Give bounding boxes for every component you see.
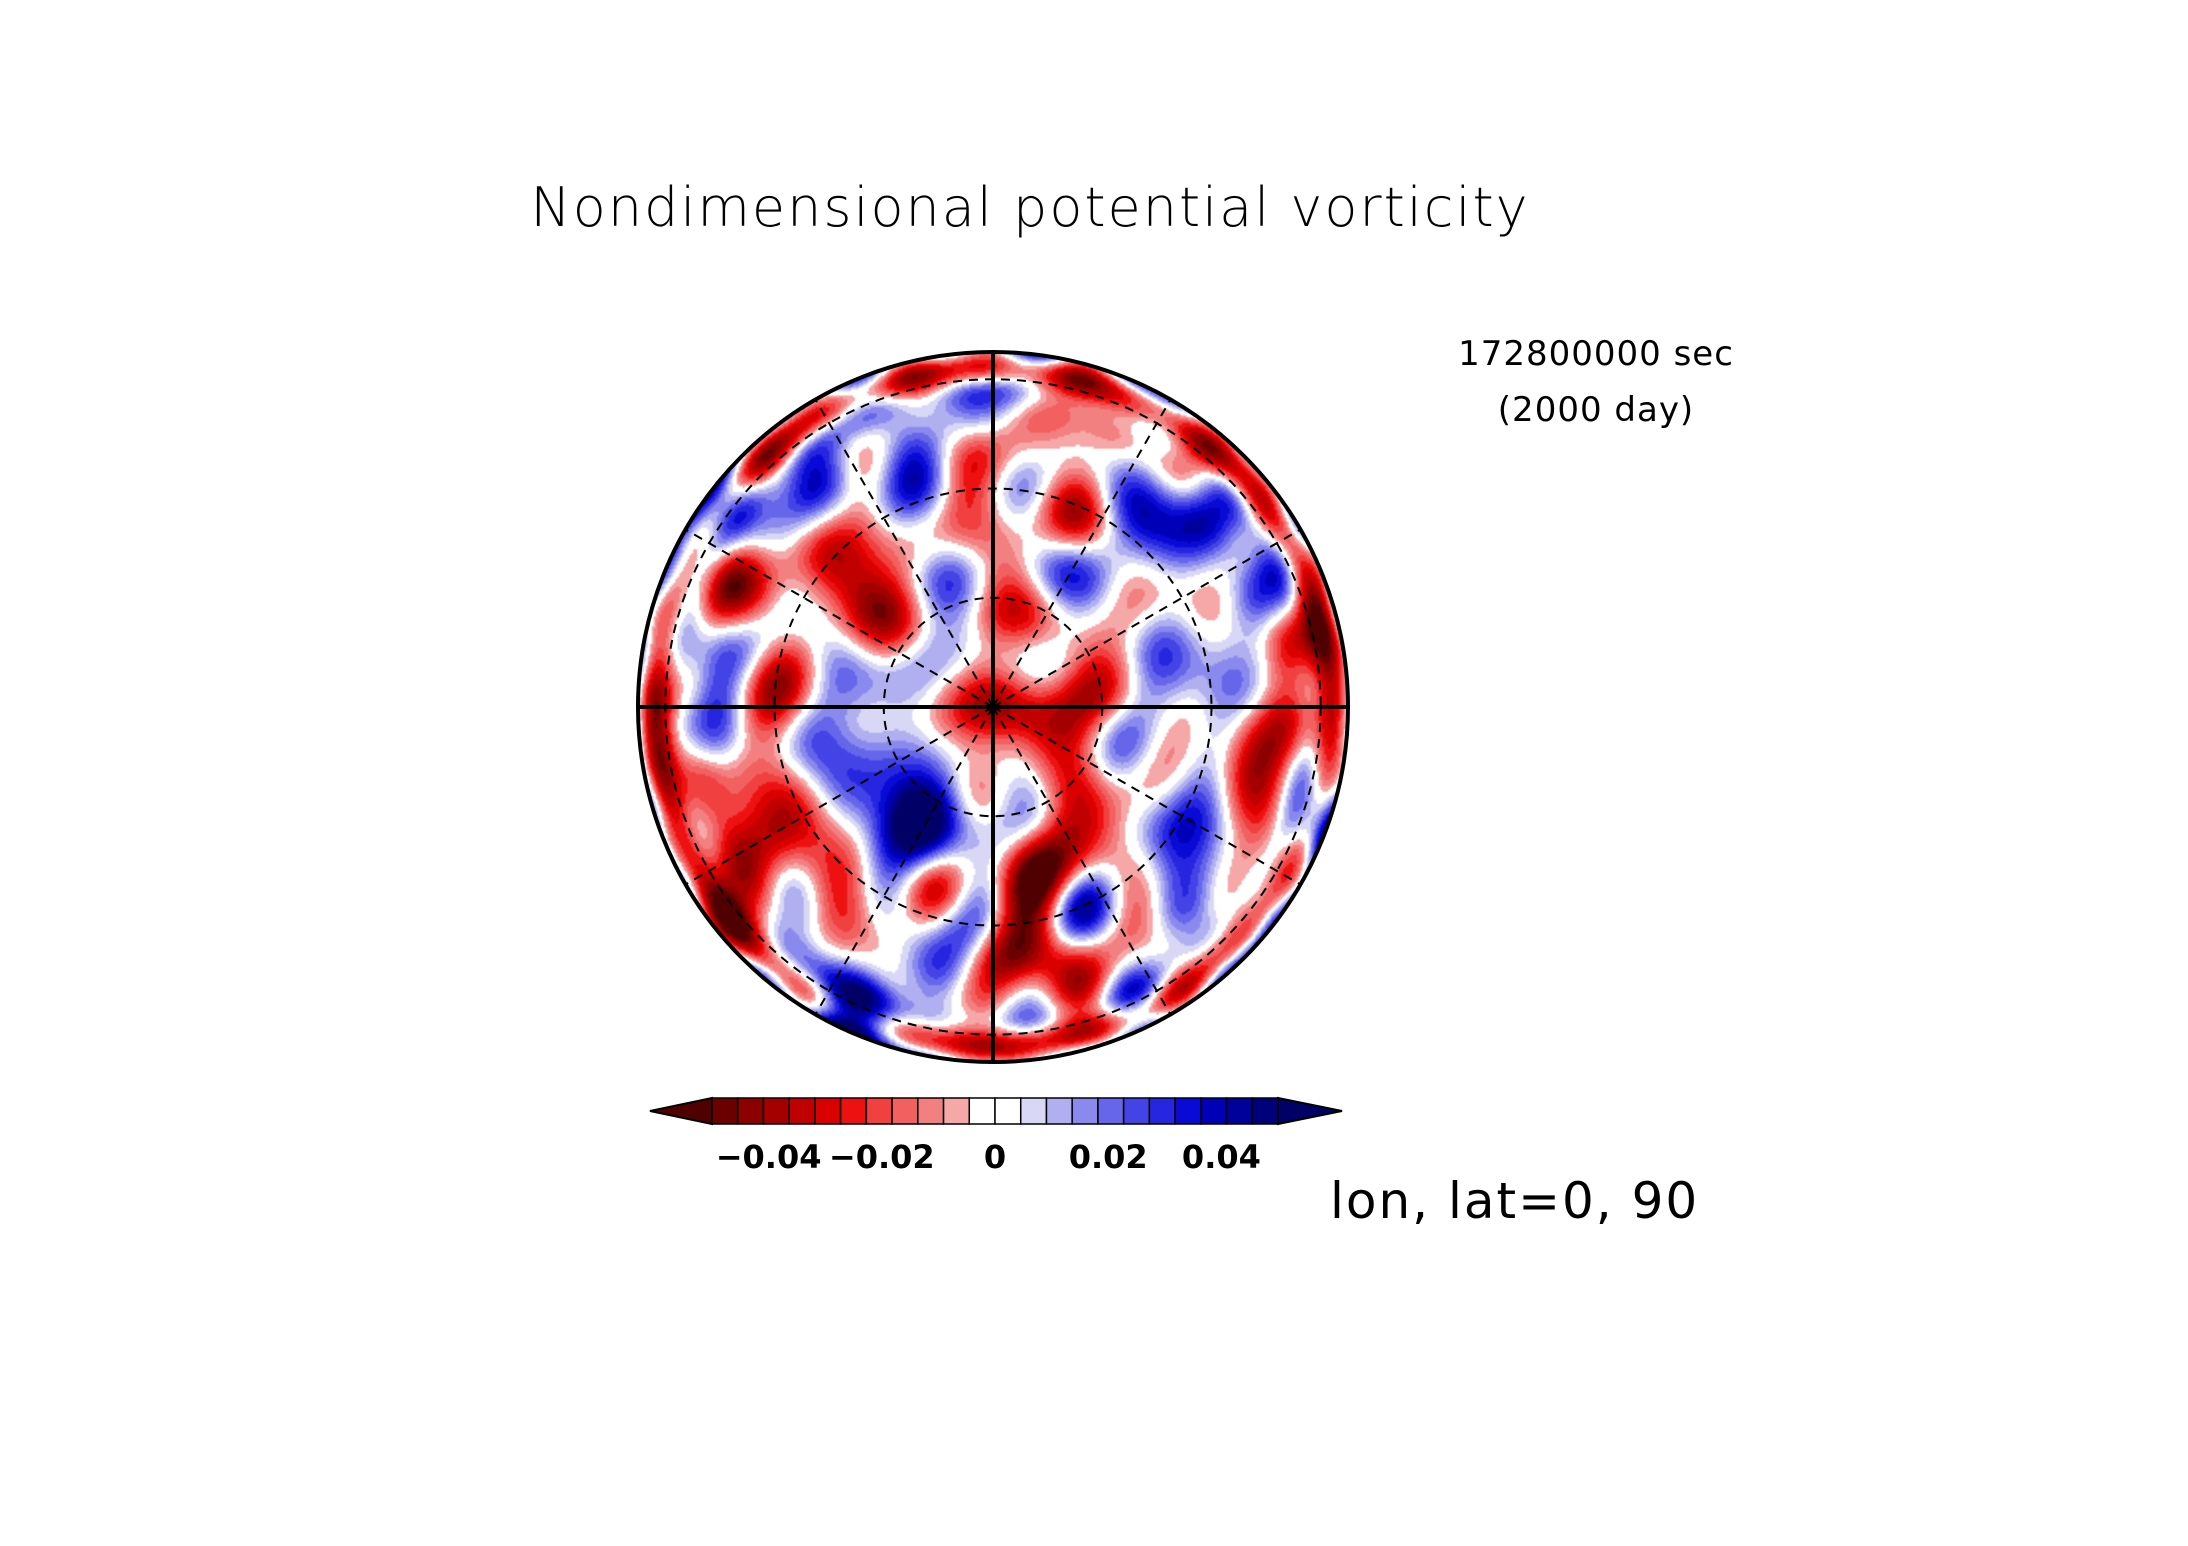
colorbar-swatch bbox=[711, 1097, 739, 1125]
colorbar-swatch bbox=[917, 1097, 945, 1125]
chart-title: Nondimensional potential vorticity bbox=[530, 176, 1529, 239]
meridian-dashed-330 bbox=[814, 399, 994, 708]
colorbar-under-triangle bbox=[649, 1096, 713, 1126]
colorbar-swatch bbox=[788, 1097, 816, 1125]
colorbar-swatch bbox=[1148, 1097, 1176, 1125]
colorbar-swatch bbox=[762, 1097, 790, 1125]
latitude-circle-1 bbox=[882, 596, 1104, 818]
time-label-days: (2000 day) bbox=[1498, 390, 1694, 430]
meridian-dashed-240 bbox=[685, 706, 994, 886]
projection-label: lon, lat=0, 90 bbox=[1330, 1172, 1699, 1230]
colorbar-swatch bbox=[994, 1097, 1022, 1125]
colorbar-over-triangle bbox=[1277, 1096, 1343, 1126]
meridian-dashed-60 bbox=[992, 528, 1301, 708]
colorbar-swatch bbox=[1019, 1097, 1048, 1125]
colorbar-swatch bbox=[736, 1097, 765, 1125]
colorbar-swatch bbox=[1174, 1097, 1202, 1125]
colorbar-swatch bbox=[865, 1097, 893, 1125]
colorbar-swatch bbox=[839, 1097, 868, 1125]
colorbar-swatch bbox=[1122, 1097, 1151, 1125]
colorbar-swatch bbox=[1045, 1097, 1073, 1125]
colorbar-tick-label: 0.04 bbox=[1182, 1138, 1261, 1176]
colorbar-tick-label: 0 bbox=[984, 1138, 1006, 1176]
colorbar-swatch bbox=[968, 1097, 996, 1125]
colorbar-swatch bbox=[814, 1097, 842, 1125]
colorbar-swatch bbox=[891, 1097, 919, 1125]
colorbar-swatch bbox=[1071, 1097, 1099, 1125]
time-label-seconds: 172800000 sec bbox=[1458, 334, 1734, 374]
colorbar-tick-label: 0.02 bbox=[1069, 1138, 1148, 1176]
latitude-circle-2 bbox=[773, 487, 1213, 927]
colorbar-swatch bbox=[1097, 1097, 1125, 1125]
meridian-dashed-120 bbox=[992, 706, 1301, 886]
colorbar-swatch bbox=[1251, 1097, 1279, 1125]
meridian-dashed-150 bbox=[992, 706, 1172, 1015]
colorbar-tick-label: −0.04 bbox=[716, 1138, 822, 1176]
polar-map bbox=[636, 350, 1350, 1064]
latitude-circle-3 bbox=[664, 378, 1322, 1036]
meridian-dashed-300 bbox=[685, 528, 994, 708]
meridian-dashed-30 bbox=[992, 399, 1172, 708]
colorbar: −0.04 −0.02 0 0.02 0.04 bbox=[649, 1096, 1343, 1176]
map-gridlines bbox=[638, 352, 1348, 1062]
colorbar-swatch bbox=[942, 1097, 971, 1125]
meridian-dashed-210 bbox=[814, 706, 994, 1015]
colorbar-swatch bbox=[1200, 1097, 1228, 1125]
colorbar-swatch bbox=[1225, 1097, 1254, 1125]
map-boundary-circle bbox=[636, 350, 1350, 1064]
colorbar-tick-label: −0.02 bbox=[829, 1138, 935, 1176]
